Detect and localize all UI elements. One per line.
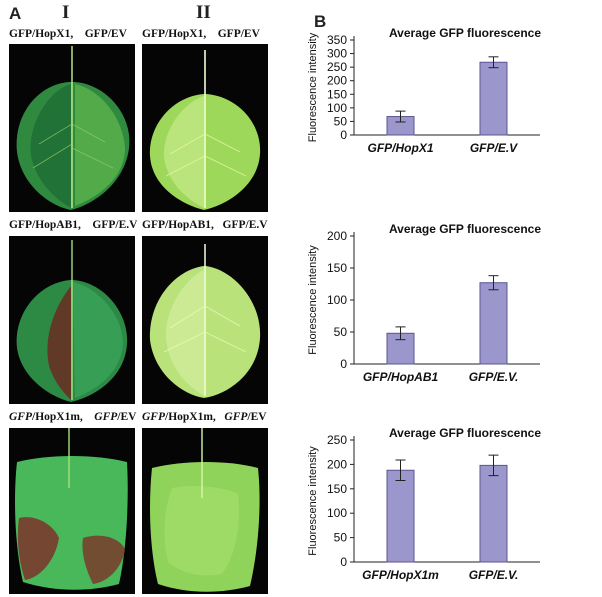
caption-tail: GFP/EV bbox=[84, 28, 127, 40]
y-tick-label: 0 bbox=[340, 555, 347, 569]
caption-tail: GFP/E.V bbox=[92, 219, 138, 231]
leaf-photo-r1-left bbox=[9, 44, 135, 212]
y-axis-title: Fluorescence intensity bbox=[307, 32, 319, 142]
y-tick-label: 100 bbox=[327, 506, 347, 520]
y-tick-label: 150 bbox=[327, 482, 347, 496]
leaf-photo-r2-right bbox=[142, 236, 268, 404]
y-tick-label: 300 bbox=[327, 47, 347, 61]
leaf-image bbox=[16, 46, 130, 210]
y-tick-label: 200 bbox=[327, 229, 347, 243]
leaf-caption-r1-right: GFP/HopX1, GFP/EV bbox=[142, 28, 260, 40]
caption-main: /HopX1m, bbox=[32, 411, 83, 423]
category-label: GFP/E.V bbox=[470, 141, 518, 155]
category-label: GFP/HopX1m bbox=[362, 568, 439, 582]
y-axis-title: Fluorescence intensity bbox=[307, 446, 319, 556]
caption-italic: GFP bbox=[142, 411, 165, 423]
y-axis-title: Fluorescence intensity bbox=[307, 245, 319, 355]
caption-main: GFP/HopX1, bbox=[142, 28, 207, 40]
bar bbox=[386, 469, 415, 563]
y-tick-label: 100 bbox=[327, 101, 347, 115]
leaf-caption-r3-right: GFP/HopX1m, GFP/EV bbox=[142, 411, 267, 423]
panel-a-label: A bbox=[9, 4, 22, 23]
caption-tail: GFP/E.V bbox=[222, 219, 268, 231]
y-tick-label: 50 bbox=[334, 114, 348, 128]
y-tick-label: 200 bbox=[327, 457, 347, 471]
bar-chart-hopx1: Average GFP fluorescence Fluorescence int… bbox=[307, 26, 541, 155]
leaf-image bbox=[150, 428, 260, 592]
leaf-caption-r2-left: GFP/HopAB1, GFP/E.V bbox=[9, 219, 137, 231]
caption-main: GFP/HopAB1, bbox=[142, 219, 214, 231]
caption-tail-italic: GFP bbox=[94, 411, 118, 423]
category-label: GFP/HopAB1 bbox=[363, 370, 439, 384]
y-tick-label: 200 bbox=[327, 74, 347, 88]
y-tick-label: 50 bbox=[334, 325, 348, 339]
caption-tail: /EV bbox=[247, 411, 267, 423]
caption-main: GFP/HopAB1, bbox=[9, 219, 81, 231]
chart-title: Average GFP fluorescence bbox=[389, 426, 541, 440]
y-tick-label: 0 bbox=[340, 128, 347, 142]
y-tick-label: 0 bbox=[340, 357, 347, 371]
chart-title: Average GFP fluorescence bbox=[389, 222, 541, 236]
panel-b-label: B bbox=[314, 12, 327, 31]
column-ii-label: II bbox=[196, 2, 211, 23]
caption-italic: GFP bbox=[9, 411, 32, 423]
leaf-caption-r1-left: GFP/HopX1, GFP/EV bbox=[9, 28, 127, 40]
leaf-photo-r2-left bbox=[9, 236, 135, 404]
caption-main: /HopX1m, bbox=[165, 411, 216, 423]
leaf-image bbox=[15, 428, 128, 590]
y-tick-label: 250 bbox=[327, 60, 347, 74]
caption-main: GFP/HopX1, bbox=[9, 28, 74, 40]
y-tick-label: 150 bbox=[327, 261, 347, 275]
leaf-image bbox=[16, 240, 128, 402]
category-label: GFP/E.V. bbox=[469, 370, 519, 384]
caption-tail-italic: GFP bbox=[224, 411, 248, 423]
leaf-caption-r3-left: GFP/HopX1m, GFP/EV bbox=[9, 411, 136, 423]
bar bbox=[479, 464, 508, 563]
y-tick-label: 150 bbox=[327, 87, 347, 101]
column-i-label: I bbox=[62, 2, 70, 23]
caption-tail: /EV bbox=[117, 411, 137, 423]
bar-chart-hopx1m: Average GFP fluorescence Fluorescence int… bbox=[307, 426, 541, 582]
bar bbox=[479, 282, 508, 365]
category-label: GFP/E.V. bbox=[469, 568, 519, 582]
y-tick-label: 250 bbox=[327, 433, 347, 447]
y-tick-label: 350 bbox=[327, 33, 347, 47]
leaf-photo-r3-right bbox=[142, 428, 268, 594]
caption-tail: GFP/EV bbox=[217, 28, 260, 40]
bar-chart-hopab1: Average GFP fluorescence Fluorescence int… bbox=[307, 222, 541, 384]
leaf-image bbox=[149, 50, 261, 210]
leaf-image bbox=[149, 244, 261, 398]
category-label: GFP/HopX1 bbox=[367, 141, 433, 155]
bar bbox=[479, 61, 508, 136]
chart-title: Average GFP fluorescence bbox=[389, 26, 541, 40]
leaf-caption-r2-right: GFP/HopAB1, GFP/E.V bbox=[142, 219, 268, 231]
leaf-photo-r1-right bbox=[142, 44, 268, 212]
leaf-photo-r3-left bbox=[9, 428, 135, 594]
y-tick-label: 50 bbox=[334, 531, 348, 545]
y-tick-label: 100 bbox=[327, 293, 347, 307]
